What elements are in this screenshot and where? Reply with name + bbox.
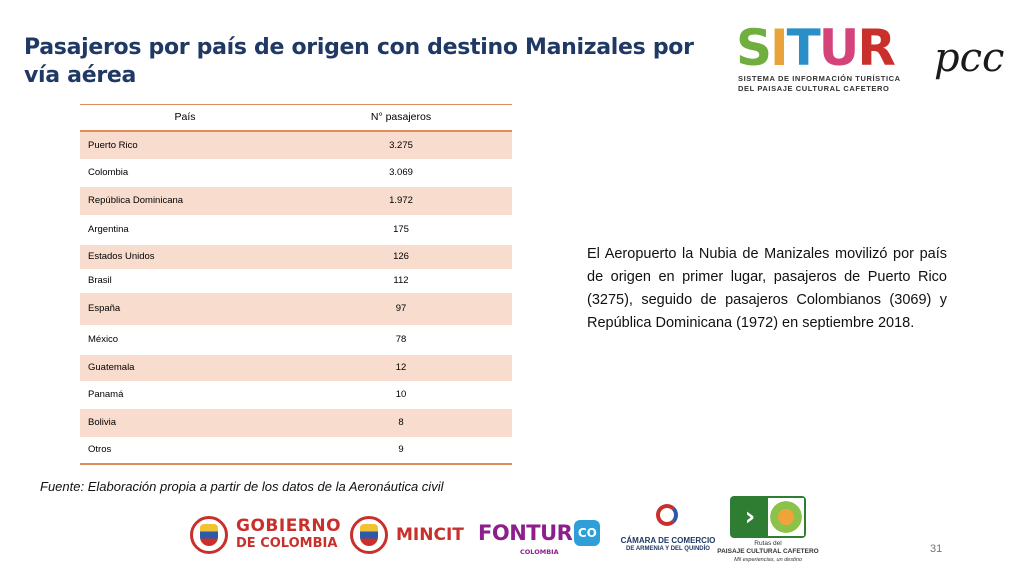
country-cell: Otros <box>80 436 290 465</box>
colombia-co-icon: CO <box>574 520 601 546</box>
table-row: República Dominicana 1.972 <box>80 186 512 215</box>
passengers-cell: 3.069 <box>389 167 413 178</box>
camara-comercio-logo: CÁMARA DE COMERCIO DE ARMENIA Y DEL QUIN… <box>618 502 718 566</box>
country-cell: Estados Unidos <box>80 244 290 269</box>
table-row: España 97 <box>80 292 512 325</box>
country-cell: Guatemala <box>80 354 290 381</box>
fontur-wordmark: FONTUR <box>478 521 573 545</box>
passengers-cell: 3.275 <box>290 130 512 159</box>
situr-subtitle-line2: DEL PAISAJE CULTURAL CAFETERO <box>738 84 890 93</box>
situr-letter: U <box>818 19 860 77</box>
camara-line1: CÁMARA DE COMERCIO <box>620 536 716 545</box>
passengers-cell: 10 <box>395 389 407 400</box>
country-cell: República Dominicana <box>80 186 290 215</box>
header-passengers: N° pasajeros <box>290 104 512 132</box>
situr-letter: I <box>770 19 789 77</box>
situr-subtitle: SISTEMA DE INFORMACIÓN TURÍSTICA DEL PAI… <box>738 74 978 94</box>
camara-emblem-icon <box>652 502 682 532</box>
country-cell: Argentina <box>88 224 129 235</box>
slide-title: Pasajeros por país de origen con destino… <box>24 35 694 88</box>
passengers-cell: 78 <box>395 334 407 345</box>
table-row: Puerto Rico 3.275 <box>80 130 512 159</box>
passengers-cell: 9 <box>290 436 512 465</box>
source-note: Fuente: Elaboración propia a partir de l… <box>40 479 444 494</box>
passengers-cell: 12 <box>290 354 512 381</box>
table-row: Estados Unidos 126 <box>80 244 512 269</box>
situr-pcc-suffix: pcc <box>934 35 1005 81</box>
page-number: 31 <box>930 543 943 555</box>
table-row: Guatemala 12 <box>80 354 512 381</box>
passengers-cell: 1.972 <box>290 186 512 215</box>
fontur-sub: COLOMBIA <box>520 548 559 556</box>
rutas-paisaje-logo: › Rutas del PAISAJE CULTURAL CAFETERO Mi… <box>717 496 819 566</box>
situr-subtitle-line1: SISTEMA DE INFORMACIÓN TURÍSTICA <box>738 74 901 83</box>
table-row: Brasil 112 <box>80 269 512 293</box>
country-cell: Brasil <box>88 275 112 286</box>
gobierno-line2: DE COLOMBIA <box>236 536 338 551</box>
table-row: Panamá 10 <box>80 381 512 409</box>
gobierno-line1: GOBIERNO <box>236 516 342 536</box>
table-row: México 78 <box>80 325 512 355</box>
situr-letter: S <box>736 19 772 77</box>
table-row: Colombia 3.069 <box>80 159 512 187</box>
passengers-cell: 126 <box>290 244 512 269</box>
passengers-cell: 8 <box>290 408 512 437</box>
coat-of-arms-icon <box>190 516 228 554</box>
footer-logos: GOBIERNO DE COLOMBIA MINCIT FONTUR CO CO… <box>0 492 1024 576</box>
situr-letter: T <box>786 19 821 77</box>
situr-letter: R <box>857 19 895 77</box>
passengers-cell: 112 <box>393 275 409 286</box>
country-cell: México <box>88 334 119 345</box>
rutas-emblem-icon: › <box>730 496 806 538</box>
country-cell: Bolivia <box>80 408 290 437</box>
table-row: Otros 9 <box>80 436 512 465</box>
country-cell: Puerto Rico <box>80 130 290 159</box>
camara-line2: DE ARMENIA Y DEL QUINDÍO <box>626 546 710 552</box>
table-row: Bolivia 8 <box>80 408 512 437</box>
table-row: Argentina 175 <box>80 215 512 245</box>
passengers-cell: 175 <box>393 224 409 235</box>
description-paragraph: El Aeropuerto la Nubia de Manizales movi… <box>587 246 947 331</box>
coat-of-arms-icon <box>350 516 388 554</box>
rutas-line2: PAISAJE CULTURAL CAFETERO <box>717 548 819 555</box>
country-cell: Colombia <box>88 167 129 178</box>
gobierno-colombia-logo: GOBIERNO DE COLOMBIA <box>190 516 341 554</box>
mincit-label: MINCIT <box>396 525 464 545</box>
header-country: País <box>80 104 290 132</box>
rutas-line1: Rutas del <box>754 540 782 547</box>
rutas-line3: Mil experiencias, un destino <box>734 557 802 563</box>
passengers-cell: 97 <box>290 292 512 325</box>
passengers-by-country-table: País N° pasajeros Puerto Rico 3.275 Colomb… <box>80 104 512 465</box>
mincit-logo: MINCIT <box>350 516 464 554</box>
country-cell: Panamá <box>88 389 124 400</box>
fontur-logo: FONTUR CO COLOMBIA <box>478 520 601 556</box>
table-header-row: País N° pasajeros <box>80 104 512 132</box>
country-cell: España <box>80 292 290 325</box>
